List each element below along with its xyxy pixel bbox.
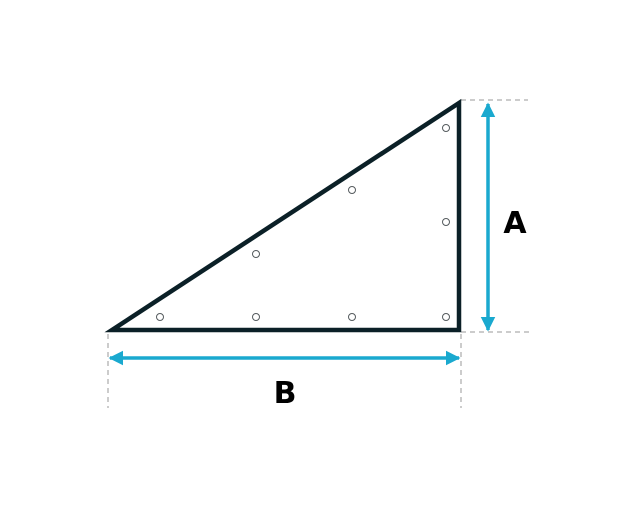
dot-icon [442, 124, 450, 132]
dot-icon [252, 250, 260, 258]
height-label: A [503, 206, 527, 241]
dot-icon [252, 313, 260, 321]
dot-icon [156, 313, 164, 321]
dots [156, 124, 450, 321]
dot-icon [442, 313, 450, 321]
base-label: B [274, 376, 297, 411]
dot-icon [348, 186, 356, 194]
dot-icon [442, 218, 450, 226]
guide-lines [107, 99, 532, 408]
right-triangle [104, 98, 462, 333]
dot-icon [348, 313, 356, 321]
